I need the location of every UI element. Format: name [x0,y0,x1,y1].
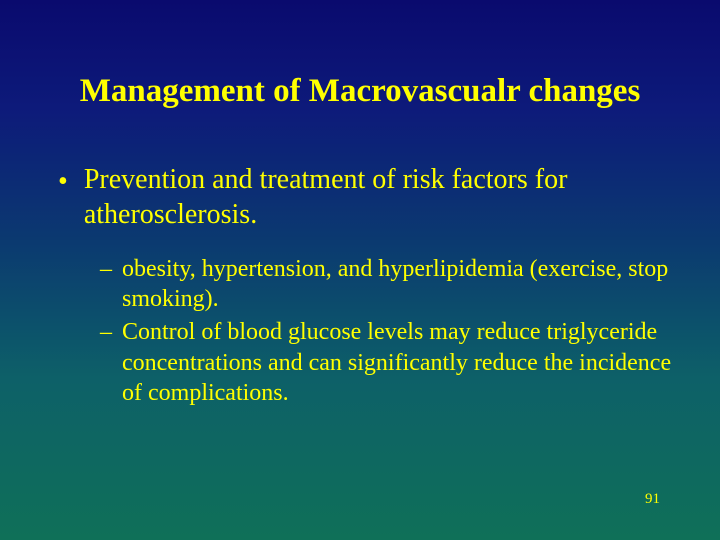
slide-title: Management of Macrovascualr changes [48,72,672,112]
bullet-level2-text: Control of blood glucose levels may redu… [122,317,672,409]
bullet-level2: – obesity, hypertension, and hyperlipide… [100,254,672,315]
slide: Management of Macrovascualr changes • Pr… [0,0,720,540]
bullet-level2-text: obesity, hypertension, and hyperlipidemi… [122,254,672,315]
bullet-level1-text: Prevention and treatment of risk factors… [84,162,672,232]
page-number: 91 [645,491,660,508]
dash-icon: – [100,254,112,285]
bullet-dot-icon: • [58,164,68,199]
bullet-level2: – Control of blood glucose levels may re… [100,317,672,409]
bullet-level1: • Prevention and treatment of risk facto… [58,162,672,232]
dash-icon: – [100,317,112,348]
